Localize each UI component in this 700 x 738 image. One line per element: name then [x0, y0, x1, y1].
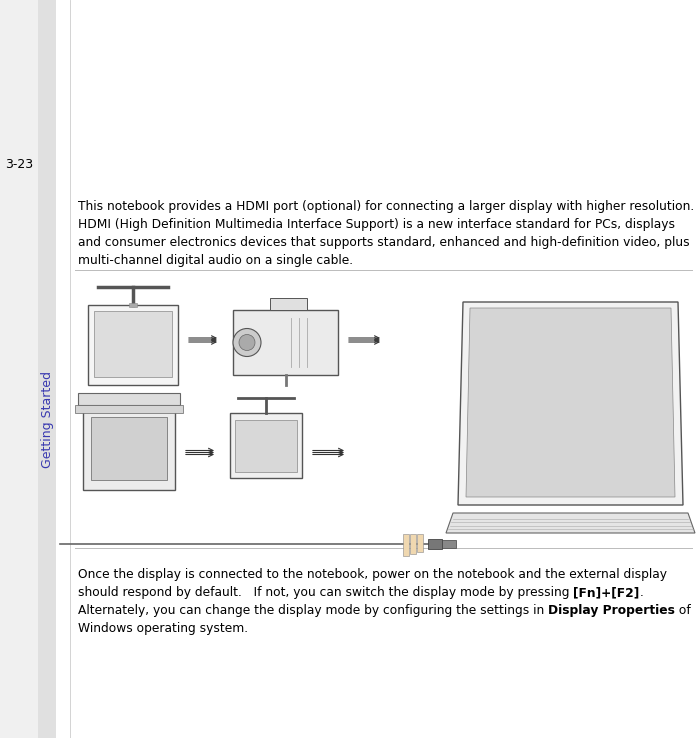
Bar — [410, 534, 416, 554]
Text: 3-23: 3-23 — [5, 159, 33, 171]
Text: Alternately, you can change the display mode by configuring the settings in: Alternately, you can change the display … — [78, 604, 548, 617]
Text: .: . — [640, 586, 643, 599]
Bar — [428, 539, 442, 549]
Text: HDMI (High Definition Multimedia Interface Support) is a new interface standard : HDMI (High Definition Multimedia Interfa… — [78, 218, 675, 231]
Bar — [417, 534, 423, 552]
Bar — [94, 311, 172, 377]
Circle shape — [239, 334, 255, 351]
Polygon shape — [458, 302, 683, 505]
Bar — [129, 303, 137, 307]
Bar — [230, 413, 302, 478]
Text: and consumer electronics devices that supports standard, enhanced and high-defin: and consumer electronics devices that su… — [78, 236, 690, 249]
Bar — [403, 534, 409, 556]
Bar — [440, 540, 456, 548]
Text: Display Properties: Display Properties — [548, 604, 675, 617]
Bar — [83, 405, 175, 490]
Text: multi-channel digital audio on a single cable.: multi-channel digital audio on a single … — [78, 254, 353, 267]
Bar — [233, 310, 338, 375]
Text: This notebook provides a HDMI port (optional) for connecting a larger display wi: This notebook provides a HDMI port (opti… — [78, 200, 694, 213]
Polygon shape — [446, 513, 695, 533]
Bar — [38, 0, 56, 738]
Bar — [235, 420, 297, 472]
Bar — [0, 0, 38, 738]
Polygon shape — [466, 308, 675, 497]
Bar — [75, 405, 183, 413]
Text: of: of — [675, 604, 691, 617]
Text: Once the display is connected to the notebook, power on the notebook and the ext: Once the display is connected to the not… — [78, 568, 667, 581]
Text: [Fn]+[F2]: [Fn]+[F2] — [573, 586, 640, 599]
Bar — [270, 298, 307, 310]
Text: Getting Started: Getting Started — [41, 371, 53, 469]
Bar — [88, 305, 178, 385]
Text: Windows operating system.: Windows operating system. — [78, 622, 248, 635]
Bar — [78, 393, 180, 405]
Circle shape — [233, 328, 261, 356]
Text: should respond by default.   If not, you can switch the display mode by pressing: should respond by default. If not, you c… — [78, 586, 573, 599]
Bar — [91, 417, 167, 480]
